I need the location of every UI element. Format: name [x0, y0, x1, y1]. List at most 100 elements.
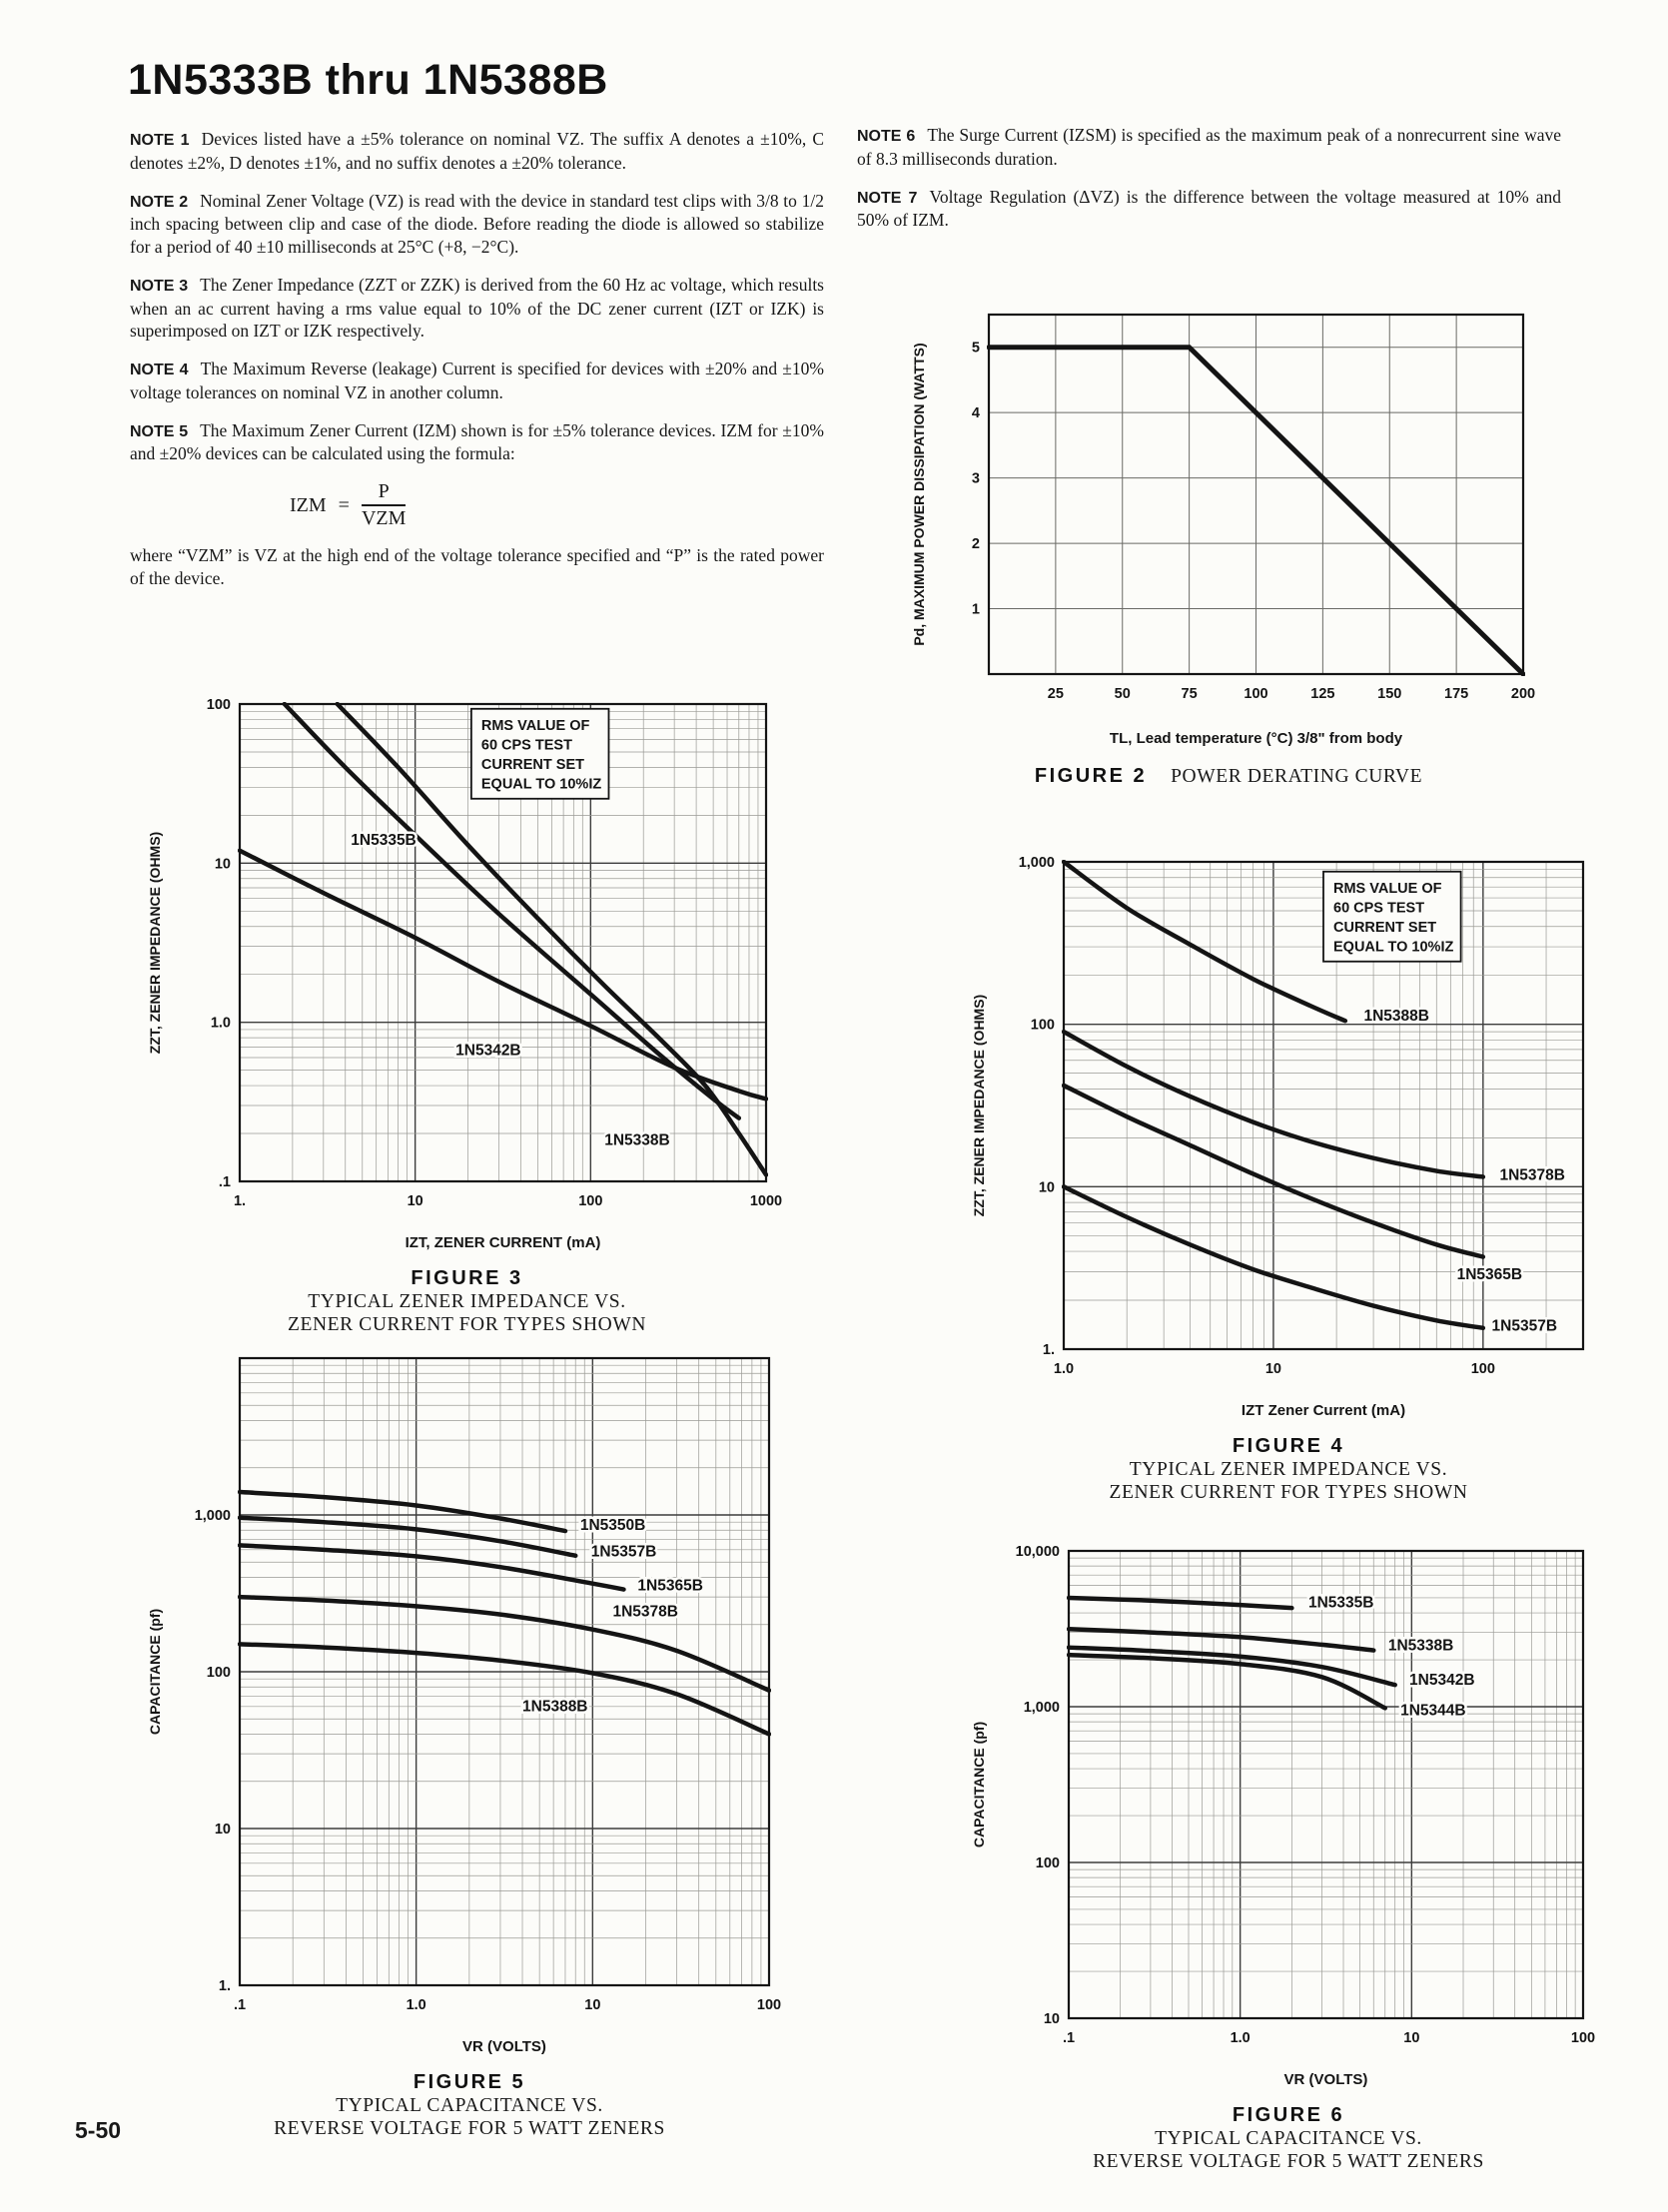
y-tick-label: 1.	[219, 1978, 231, 1994]
rms-note-line: RMS VALUE OF	[1333, 881, 1442, 897]
figure-5-title-line-2: REVERSE VOLTAGE FOR 5 WATT ZENERS	[274, 2118, 665, 2139]
x-tick-label: 75	[1182, 686, 1198, 702]
plot-border	[238, 1356, 771, 1987]
series-label-1N5338B: 1N5338B	[604, 1131, 670, 1148]
note-7-text: Voltage Regulation (ΔVZ) is the differen…	[857, 186, 1561, 231]
formula-equals: =	[338, 494, 350, 517]
figure-3-chart: RMS VALUE OF 60 CPS TEST CURRENT SET EQUAL …	[147, 697, 782, 1251]
note-7: NOTE 7 Voltage Regulation (ΔVZ) is the di…	[857, 186, 1561, 233]
series-label-1N5378B: 1N5378B	[1499, 1167, 1565, 1184]
figure-3-caption: FIGURE 3 TYPICAL ZENER IMPEDANCE VS. ZEN…	[140, 1267, 794, 1336]
series-curve-1N5388B	[1062, 860, 1348, 1024]
formula-numerator: P	[361, 480, 407, 507]
y-tick-label: 1.0	[211, 1016, 231, 1032]
note-4-label: NOTE 4	[130, 362, 189, 379]
series-curve-1N5365B	[1062, 1083, 1486, 1259]
figure-5-caption: FIGURE 5 TYPICAL CAPACITANCE VS. REVERSE…	[140, 2071, 799, 2140]
y-axis-label: ZZT, ZENER IMPEDANCE (OHMS)	[971, 995, 987, 1216]
rms-note-line: 60 CPS TEST	[1333, 900, 1424, 916]
rms-note-line: CURRENT SET	[1333, 920, 1436, 936]
figure-4-caption: FIGURE 4 TYPICAL ZENER IMPEDANCE VS. ZEN…	[964, 1435, 1613, 1504]
series-label-1N5388B: 1N5388B	[1363, 1008, 1429, 1025]
figure-3-number: FIGURE 3	[411, 1267, 523, 1289]
x-tick-label: 100	[1471, 1361, 1495, 1377]
izm-formula: IZM = P VZM	[290, 480, 824, 530]
rms-note-line: 60 CPS TEST	[481, 737, 572, 753]
series-curve-1N5378B	[238, 1594, 771, 1693]
series-curve-1N5388B	[238, 1642, 771, 1737]
y-tick-label: 10,000	[1016, 1544, 1060, 1560]
plot-border	[987, 313, 1525, 676]
figure-4-chart: RMS VALUE OF 60 CPS TEST CURRENT SET EQUAL …	[971, 855, 1585, 1419]
figure-5-chart: 1N5350B 1N5357B 1N5365B 1N5378B 1N5388B .1 1.0…	[147, 1356, 781, 2055]
figure-2-chart: 25 50 75 100 125 150 175 200 1 2 3 4 5 TL, Lead tempe…	[911, 313, 1535, 747]
series-curve-1N5378B	[1062, 1029, 1486, 1179]
series-label-1N5378B: 1N5378B	[612, 1604, 678, 1621]
x-axis-label: IZT Zener Current (mA)	[1242, 1402, 1405, 1419]
y-tick-label: 100	[207, 697, 231, 713]
figure-6-chart: 1N5335B 1N5338B 1N5342B 1N5344B .1 1.0 10 100 10…	[971, 1544, 1595, 2088]
y-tick-label: 10	[1039, 1179, 1055, 1195]
x-axis-label: VR (VOLTS)	[1284, 2071, 1368, 2088]
rms-note-line: RMS VALUE OF	[481, 718, 590, 734]
x-tick-label: 10	[1265, 1361, 1281, 1377]
figure-4-title-line-1: TYPICAL ZENER IMPEDANCE VS.	[1129, 1459, 1448, 1480]
x-tick-label: 10	[408, 1193, 423, 1209]
x-tick-label: 175	[1444, 686, 1468, 702]
figure-2: 25 50 75 100 125 150 175 200 1 2 3 4 5 TL, Lead tempe…	[904, 290, 1553, 788]
x-tick-label: .1	[234, 1997, 246, 2013]
x-tick-label: 1.0	[407, 1997, 426, 2013]
series-label-1N5342B: 1N5342B	[455, 1043, 521, 1060]
x-tick-label: 100	[757, 1997, 781, 2013]
note-6-text: The Surge Current (IZSM) is specified as…	[857, 125, 1561, 169]
series-label-1N5350B: 1N5350B	[580, 1517, 646, 1534]
series-label-1N5365B: 1N5365B	[637, 1578, 703, 1595]
y-tick-label: 1	[972, 602, 980, 618]
note-1-text: Devices listed have a ±5% tolerance on n…	[130, 129, 825, 173]
formula-lhs: IZM	[290, 494, 327, 517]
y-tick-label: 10	[215, 856, 231, 872]
rms-note-line: EQUAL TO 10%IZ	[481, 776, 601, 792]
figure-5-number: FIGURE 5	[413, 2071, 526, 2093]
y-tick-label: 3	[972, 471, 980, 487]
series-label-1N5365B: 1N5365B	[1457, 1266, 1523, 1283]
figure-6-title-line-1: TYPICAL CAPACITANCE VS.	[1155, 2128, 1422, 2149]
y-tick-label: 4	[972, 405, 980, 421]
series-curve-1N5365B	[238, 1543, 626, 1592]
series-label-1N5357B: 1N5357B	[591, 1543, 657, 1560]
x-tick-label: 150	[1377, 686, 1401, 702]
y-tick-label: 100	[1031, 1018, 1055, 1034]
figure-5: 1N5350B 1N5357B 1N5365B 1N5378B 1N5388B .1 1.0…	[140, 1343, 799, 2140]
plot-border	[238, 702, 768, 1183]
formula-where-text: where “VZM” is VZ at the high end of the…	[130, 545, 824, 588]
note-5: NOTE 5 The Maximum Zener Current (IZM) sh…	[130, 419, 824, 466]
y-tick-label: 1,000	[1019, 855, 1055, 871]
series-curve-1N5344B	[1067, 1652, 1387, 1711]
x-axis-label: TL, Lead temperature (°C) 3/8" from body	[1110, 730, 1403, 747]
x-tick-label: 10	[584, 1997, 600, 2013]
notes-column-left: NOTE 1 Devices listed have a ±5% toleranc…	[130, 128, 824, 605]
plot-border	[1062, 860, 1585, 1351]
note-1: NOTE 1 Devices listed have a ±5% toleranc…	[130, 128, 824, 175]
note-1-label: NOTE 1	[130, 132, 190, 149]
series-curve-1N5335B	[1067, 1595, 1294, 1611]
x-tick-label: 1.	[234, 1193, 246, 1209]
x-tick-label: 1000	[750, 1193, 782, 1209]
series-curve-1N5342B	[1067, 1645, 1397, 1688]
x-tick-label: 10	[1403, 2030, 1419, 2046]
figure-6-title-line-2: REVERSE VOLTAGE FOR 5 WATT ZENERS	[1093, 2151, 1484, 2172]
notes-column-right: NOTE 6 The Surge Current (IZSM) is specif…	[857, 124, 1561, 247]
y-tick-label: 2	[972, 536, 980, 552]
x-tick-label: 100	[1244, 686, 1267, 702]
x-tick-label: 1.0	[1054, 1361, 1074, 1377]
note-3: NOTE 3 The Zener Impedance (ZZT or ZZK) i…	[130, 274, 824, 343]
rms-note-line: EQUAL TO 10%IZ	[1333, 939, 1453, 955]
series-curve-1N5342B	[238, 848, 768, 1102]
series-curve-1N5357B	[1062, 1184, 1486, 1331]
series-label-1N5344B: 1N5344B	[1400, 1703, 1466, 1720]
note-4-text: The Maximum Reverse (leakage) Current is…	[130, 359, 824, 402]
note-5-label: NOTE 5	[130, 422, 189, 440]
x-tick-label: 25	[1048, 686, 1064, 702]
rms-note-line: CURRENT SET	[481, 757, 584, 773]
note-3-label: NOTE 3	[130, 277, 189, 295]
